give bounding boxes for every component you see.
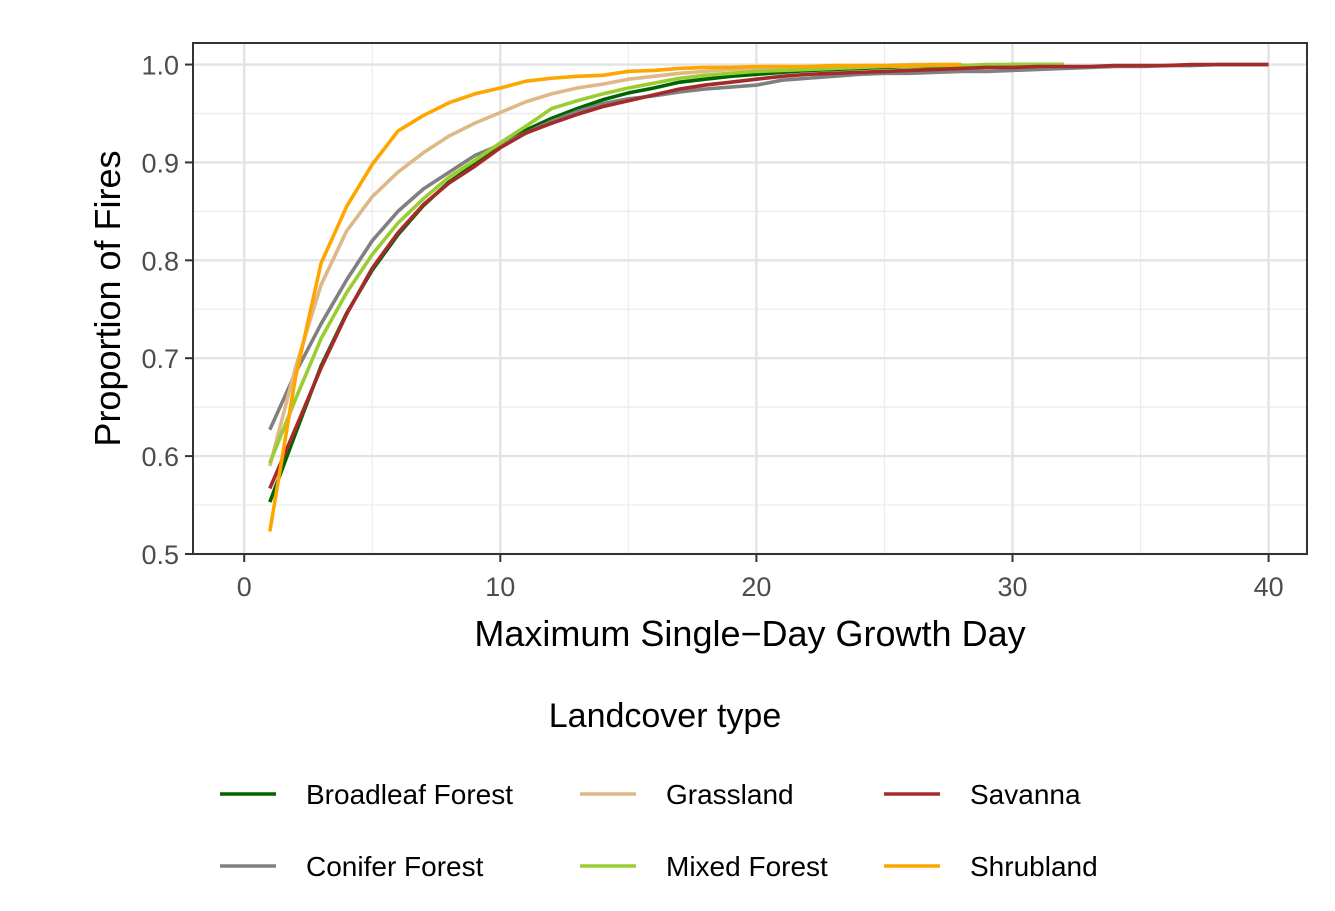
x-axis-title: Maximum Single−Day Growth Day	[474, 613, 1025, 654]
series-line-shrubland	[268, 62, 962, 532]
x-tick-label: 0	[237, 572, 252, 602]
plot-panel-border	[192, 42, 1308, 555]
series-lines	[268, 62, 1269, 532]
grid-minor-lines	[193, 43, 1307, 554]
y-tick-label: 0.9	[141, 148, 179, 178]
legend-item-conifer-forest: Conifer Forest	[220, 851, 484, 882]
legend-label-savanna: Savanna	[970, 779, 1081, 810]
series-line-broadleaf-forest	[268, 62, 1064, 503]
y-tick-label: 0.6	[141, 442, 179, 472]
legend-label-grassland: Grassland	[666, 779, 794, 810]
legend-item-grassland: Grassland	[580, 779, 794, 810]
legend-item-shrubland: Shrubland	[884, 851, 1098, 882]
grid-major-lines	[193, 43, 1307, 556]
series-line-savanna	[268, 62, 1269, 490]
legend-title: Landcover type	[549, 697, 782, 735]
legend: Landcover type Broadleaf Forest Conifer F…	[220, 697, 1098, 882]
x-tick-label: 40	[1254, 572, 1284, 602]
legend-item-mixed-forest: Mixed Forest	[580, 851, 828, 882]
legend-label-shrubland: Shrubland	[970, 851, 1098, 882]
y-axis-title: Proportion of Fires	[87, 150, 128, 446]
y-tick-label: 1.0	[141, 51, 179, 81]
x-tick-label: 30	[997, 572, 1027, 602]
y-tick-label: 0.7	[141, 344, 179, 374]
y-tick-label: 0.8	[141, 246, 179, 276]
legend-label-mixed-forest: Mixed Forest	[666, 851, 828, 882]
legend-item-savanna: Savanna	[884, 779, 1081, 810]
x-axis: 0 10 20 30 40	[237, 554, 1284, 602]
x-tick-label: 20	[741, 572, 771, 602]
legend-label-conifer-forest: Conifer Forest	[306, 851, 484, 882]
x-tick-label: 10	[485, 572, 515, 602]
y-axis: 0.5 0.6 0.7 0.8 0.9 1.0	[141, 51, 193, 570]
series-line-mixed-forest	[268, 62, 1064, 464]
legend-item-broadleaf-forest: Broadleaf Forest	[220, 779, 513, 810]
legend-label-broadleaf-forest: Broadleaf Forest	[306, 779, 513, 810]
y-tick-label: 0.5	[141, 540, 179, 570]
legend-items: Broadleaf Forest Conifer Forest Grassland M…	[220, 779, 1098, 882]
